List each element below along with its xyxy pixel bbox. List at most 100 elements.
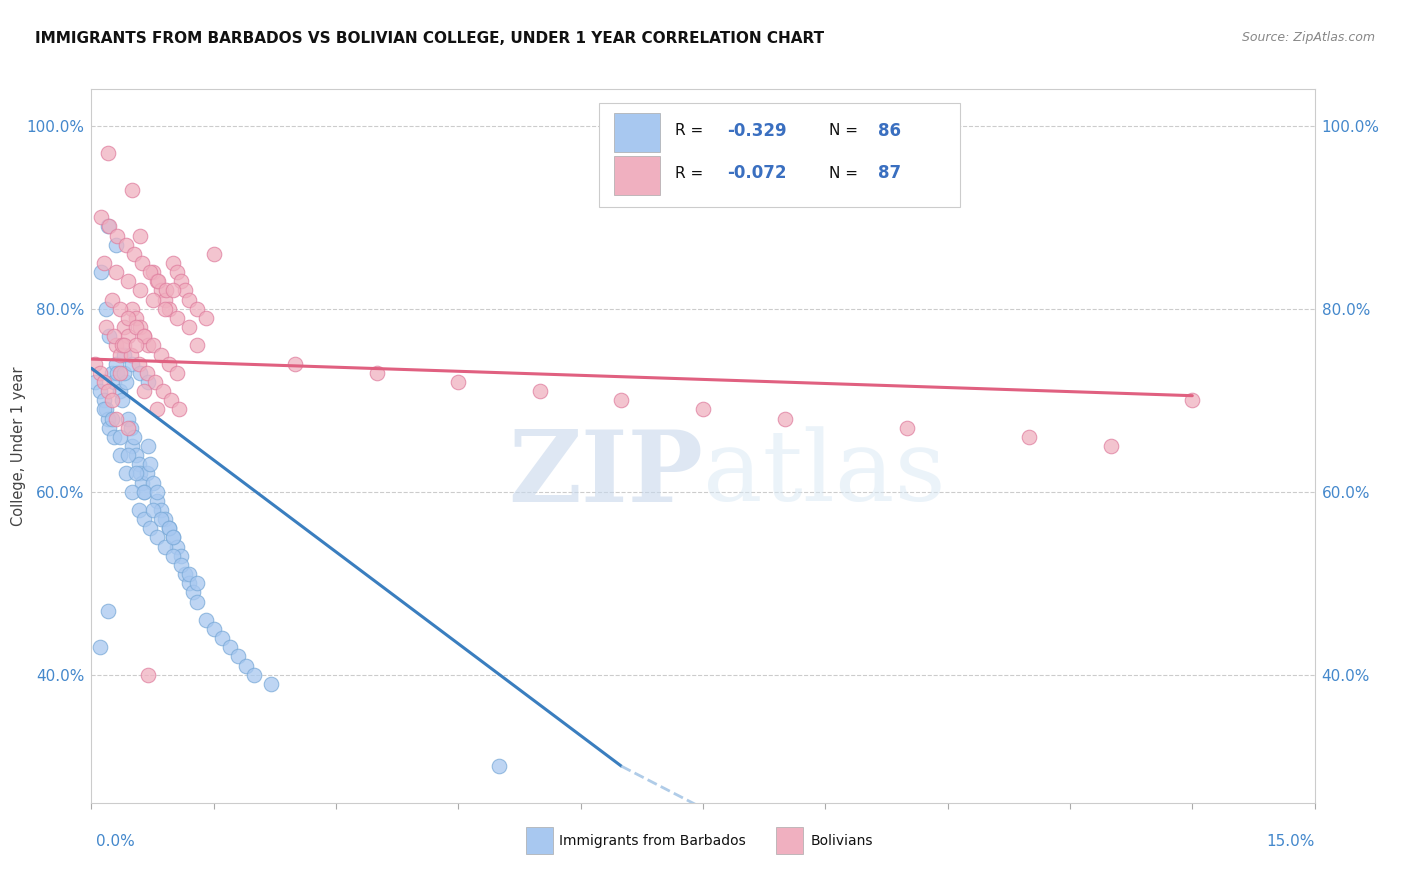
Point <box>202 247 225 261</box>
Text: Immigrants from Barbados: Immigrants from Barbados <box>558 834 745 847</box>
Point <box>117 448 139 462</box>
Point <box>149 284 172 298</box>
Text: IMMIGRANTS FROM BARBADOS VS BOLIVIAN COLLEGE, UNDER 1 YEAR CORRELATION CHART: IMMIGRANTS FROM BARBADOS VS BOLIVIAN COL… <box>35 31 824 46</box>
Point <box>120 420 142 434</box>
Point <box>179 293 201 307</box>
Point <box>366 366 388 380</box>
Point <box>529 384 551 398</box>
Point <box>141 503 163 517</box>
Point <box>162 284 184 298</box>
Point <box>155 284 177 298</box>
Point <box>138 667 160 681</box>
Point <box>157 301 180 316</box>
Point <box>162 549 184 563</box>
Point <box>169 402 191 417</box>
Point <box>692 402 714 417</box>
Point <box>89 366 111 380</box>
Point <box>112 366 135 380</box>
Point <box>219 640 242 655</box>
Point <box>160 393 183 408</box>
Point <box>134 484 156 499</box>
Point <box>1181 393 1204 408</box>
Point <box>143 375 166 389</box>
Point <box>170 558 193 572</box>
Point <box>139 265 162 279</box>
Point <box>153 540 176 554</box>
Point <box>117 310 139 325</box>
Text: N =: N = <box>830 166 863 181</box>
Point <box>162 531 184 545</box>
Text: -0.329: -0.329 <box>727 121 787 139</box>
Text: 15.0%: 15.0% <box>1267 834 1315 849</box>
Point <box>93 393 115 408</box>
Point <box>93 375 115 389</box>
Text: atlas: atlas <box>703 426 946 523</box>
Point <box>179 320 201 334</box>
Point <box>1099 439 1122 453</box>
Point <box>120 347 142 361</box>
Point <box>129 228 152 243</box>
Point <box>111 393 134 408</box>
Point <box>174 284 197 298</box>
Point <box>117 274 139 288</box>
Point <box>121 484 143 499</box>
Point <box>153 301 176 316</box>
Point <box>104 357 127 371</box>
Point <box>121 439 143 453</box>
Point <box>226 649 249 664</box>
Point <box>108 366 131 380</box>
Point <box>93 402 115 417</box>
Point <box>153 512 176 526</box>
Bar <box>613 155 661 194</box>
Point <box>162 531 184 545</box>
Point <box>84 357 107 371</box>
Point <box>141 265 163 279</box>
Point <box>101 366 124 380</box>
Point <box>202 622 225 636</box>
Point <box>97 219 120 234</box>
Point <box>114 237 136 252</box>
Point <box>211 631 233 645</box>
Point <box>610 393 633 408</box>
Point <box>103 375 125 389</box>
Point <box>129 467 152 481</box>
Point <box>896 420 918 434</box>
Point <box>138 338 160 352</box>
Point <box>107 366 129 380</box>
Text: 86: 86 <box>877 121 901 139</box>
Point <box>103 329 125 343</box>
Point <box>145 484 167 499</box>
Point <box>122 430 145 444</box>
Point <box>260 677 283 691</box>
Point <box>135 467 157 481</box>
Point <box>145 402 167 417</box>
Point <box>128 458 150 472</box>
Point <box>139 458 162 472</box>
Point <box>179 567 201 582</box>
Point <box>157 521 180 535</box>
Point <box>121 183 143 197</box>
Point <box>98 219 121 234</box>
Point <box>114 375 136 389</box>
Point <box>145 531 167 545</box>
Point <box>104 338 127 352</box>
Point <box>129 366 152 380</box>
Point <box>98 420 121 434</box>
Point <box>447 375 470 389</box>
Point <box>114 467 136 481</box>
Point <box>94 301 117 316</box>
Text: N =: N = <box>830 123 863 138</box>
Point <box>194 310 217 325</box>
Point <box>186 338 208 352</box>
Point <box>186 594 208 608</box>
Point <box>94 320 117 334</box>
Point <box>134 484 156 499</box>
Point <box>108 448 131 462</box>
Point <box>84 375 107 389</box>
Point <box>166 540 188 554</box>
Text: R =: R = <box>675 123 709 138</box>
Point <box>128 357 150 371</box>
Text: R =: R = <box>675 166 709 181</box>
Point <box>111 338 134 352</box>
Point <box>125 320 148 334</box>
